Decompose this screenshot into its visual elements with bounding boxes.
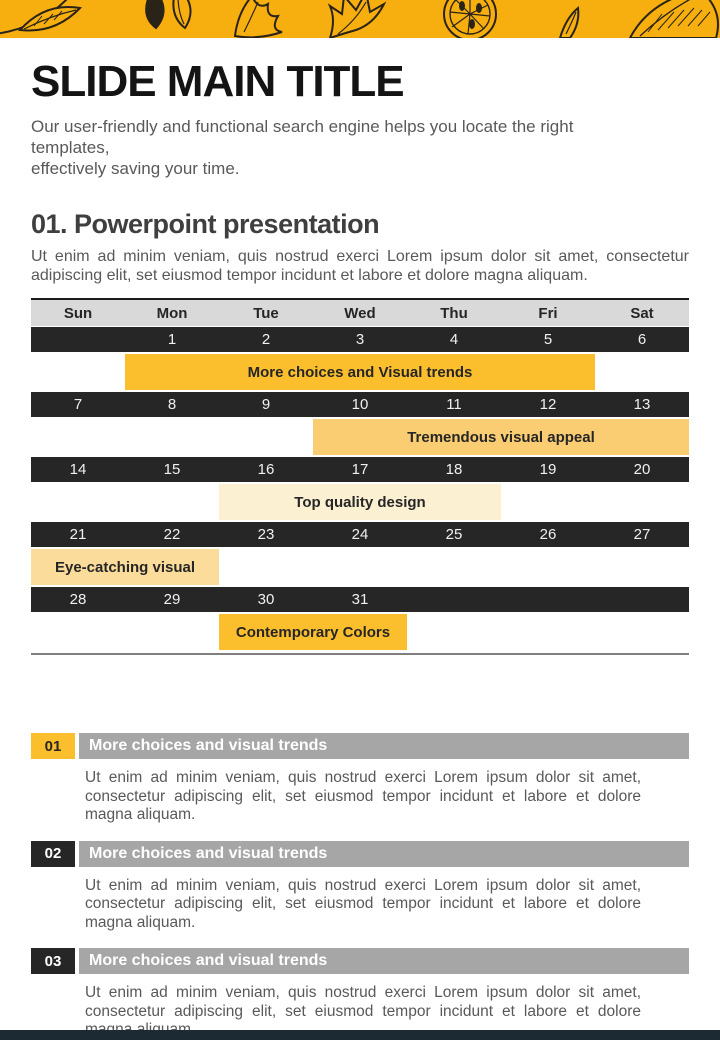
day-cell: 5 (543, 331, 553, 348)
day-cell: 8 (167, 396, 177, 413)
section-heading: 01. Powerpoint presentation (31, 209, 380, 239)
calendar-week-row: 7 8 9 10 11 12 13 (31, 392, 689, 417)
day-cell (407, 587, 501, 612)
day-cell: 22 (163, 526, 181, 543)
day-cell: 20 (633, 461, 651, 478)
event-band: Tremendous visual appeal (313, 419, 689, 455)
day-header: Mon (156, 304, 188, 322)
feature-number-badge: 01 (31, 733, 75, 759)
page-title: SLIDE MAIN TITLE (31, 57, 405, 106)
event-band: Eye-catching visual (31, 549, 219, 585)
section-body-text: Ut enim ad minim veniam, quis nostrud ex… (31, 248, 689, 284)
event-band: Contemporary Colors (219, 614, 407, 650)
feature-header-bar: 03 More choices and visual trends (31, 948, 689, 974)
top-decorative-band (0, 0, 720, 38)
day-cell: 24 (351, 526, 369, 543)
slide-subtitle: Our user-friendly and functional search … (31, 116, 646, 179)
day-cell: 3 (355, 331, 365, 348)
day-cell: 16 (257, 461, 275, 478)
feature-header-bar: 01 More choices and visual trends (31, 733, 689, 759)
feature-body-text: Ut enim ad minim veniam, quis nostrud ex… (85, 769, 641, 823)
day-header: Sat (630, 304, 654, 322)
calendar-bottom-divider (31, 653, 689, 655)
calendar-week-row: 28 29 30 31 (31, 587, 689, 612)
day-header: Sun (63, 304, 93, 322)
feature-section-03: 03 More choices and visual trends Ut eni… (31, 948, 689, 1040)
day-cell: 29 (163, 591, 181, 608)
feature-section-01: 01 More choices and visual trends Ut eni… (31, 733, 689, 825)
event-band: More choices and Visual trends (125, 354, 595, 390)
calendar-week-row: 1 2 3 4 5 6 (31, 327, 689, 352)
day-cell (501, 587, 595, 612)
day-cell (595, 587, 689, 612)
calendar-event-row: Eye-catching visual (31, 549, 689, 585)
feature-title: More choices and visual trends (79, 948, 689, 974)
feature-body-text: Ut enim ad minim veniam, quis nostrud ex… (85, 876, 641, 931)
day-cell: 30 (257, 591, 275, 608)
day-cell: 9 (261, 396, 271, 413)
day-header: Wed (344, 304, 376, 322)
day-cell: 1 (167, 331, 177, 348)
feature-section-02: 02 More choices and visual trends Ut eni… (31, 840, 689, 933)
subtitle-line: Our user-friendly and functional search … (31, 117, 574, 157)
event-band: Top quality design (219, 484, 501, 520)
day-cell: 18 (445, 461, 463, 478)
day-cell: 17 (351, 461, 369, 478)
subtitle-line: effectively saving your time. (31, 159, 240, 178)
day-cell: 10 (351, 396, 369, 413)
day-cell: 11 (446, 396, 462, 413)
botanical-pattern-icon (0, 0, 720, 38)
slide-body: SLIDE MAIN TITLE Our user-friendly and f… (0, 60, 720, 1040)
calendar-event-row: More choices and Visual trends (31, 354, 689, 390)
calendar-event-row: Contemporary Colors (31, 614, 689, 650)
day-cell: 31 (351, 591, 369, 608)
day-cell: 23 (257, 526, 275, 543)
day-cell: 14 (69, 461, 87, 478)
calendar-event-row: Tremendous visual appeal (31, 419, 689, 455)
day-cell: 25 (445, 526, 463, 543)
day-cell: 15 (163, 461, 181, 478)
day-cell: 7 (73, 396, 83, 413)
calendar-table: Sun Mon Tue Wed Thu Fri Sat 1 2 3 4 5 6 … (31, 298, 689, 655)
day-header: Fri (538, 304, 558, 322)
day-cell: 12 (539, 396, 557, 413)
day-cell: 6 (637, 331, 647, 348)
day-cell: 27 (633, 526, 651, 543)
feature-list: 01 More choices and visual trends Ut eni… (31, 733, 689, 1040)
day-cell: 4 (449, 331, 459, 348)
day-cell (31, 327, 125, 352)
day-cell: 19 (539, 461, 557, 478)
feature-title: More choices and visual trends (79, 733, 689, 759)
day-header: Thu (440, 304, 468, 322)
day-cell: 2 (261, 331, 271, 348)
day-cell: 26 (539, 526, 557, 543)
calendar-week-row: 21 22 23 24 25 26 27 (31, 522, 689, 547)
day-header: Tue (253, 304, 279, 322)
feature-number-badge: 03 (31, 948, 75, 974)
calendar-header-row: Sun Mon Tue Wed Thu Fri Sat (31, 300, 689, 326)
feature-title: More choices and visual trends (79, 840, 689, 867)
day-cell: 21 (69, 526, 87, 543)
calendar-week-row: 14 15 16 17 18 19 20 (31, 457, 689, 482)
day-cell: 13 (633, 396, 651, 413)
day-cell: 28 (69, 591, 87, 608)
feature-number-badge: 02 (31, 840, 75, 867)
calendar-event-row: Top quality design (31, 484, 689, 520)
footer-bar (0, 1030, 720, 1040)
feature-header-bar: 02 More choices and visual trends (31, 840, 689, 867)
